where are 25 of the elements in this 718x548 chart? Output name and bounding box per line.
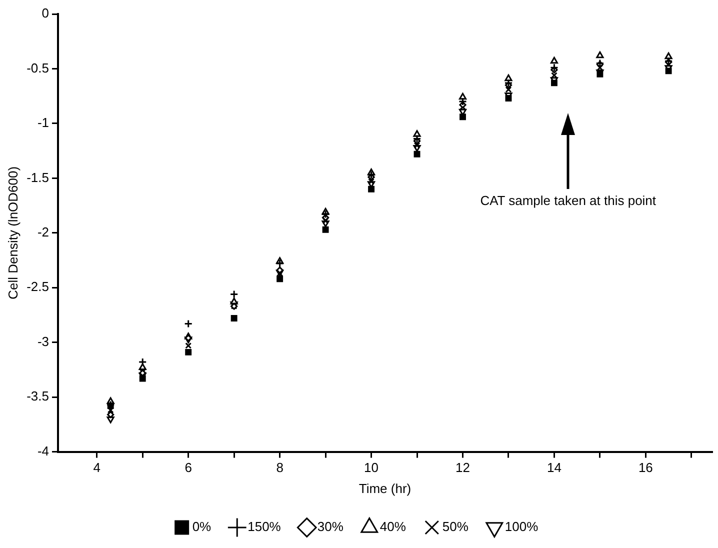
y-tick-label: -3.5 bbox=[26, 388, 49, 404]
legend-label: 30% bbox=[317, 519, 344, 534]
y-tick-label: -1 bbox=[37, 115, 49, 130]
y-tick-label: -2.5 bbox=[26, 279, 49, 294]
x-tick-label: 16 bbox=[638, 460, 653, 476]
x-tick-label: 10 bbox=[364, 460, 379, 476]
x-tick-label: 12 bbox=[456, 460, 470, 476]
y-axis-title: Cell Density (lnOD600) bbox=[5, 166, 20, 300]
x-tick-label: 8 bbox=[276, 460, 284, 476]
y-tick-label: -1.5 bbox=[26, 170, 49, 185]
y-tick-label: -2 bbox=[37, 224, 49, 240]
x-tick-label: 6 bbox=[184, 460, 192, 476]
y-tick-label: -0.5 bbox=[26, 60, 49, 76]
x-tick-label: 14 bbox=[546, 460, 562, 476]
x-tick-label: 4 bbox=[93, 460, 100, 476]
y-tick-label: -3 bbox=[37, 334, 49, 349]
legend-label: 40% bbox=[380, 519, 406, 534]
legend-label: 100% bbox=[504, 519, 539, 534]
legend-label: 50% bbox=[442, 519, 469, 534]
legend-label: 150% bbox=[248, 519, 282, 534]
x-axis-title: Time (hr) bbox=[358, 480, 412, 496]
annotation: CAT sample taken at this point bbox=[480, 193, 656, 208]
y-tick-label: 0 bbox=[42, 6, 49, 21]
legend-label: 0% bbox=[192, 519, 212, 534]
y-tick-label: -4 bbox=[37, 443, 49, 458]
